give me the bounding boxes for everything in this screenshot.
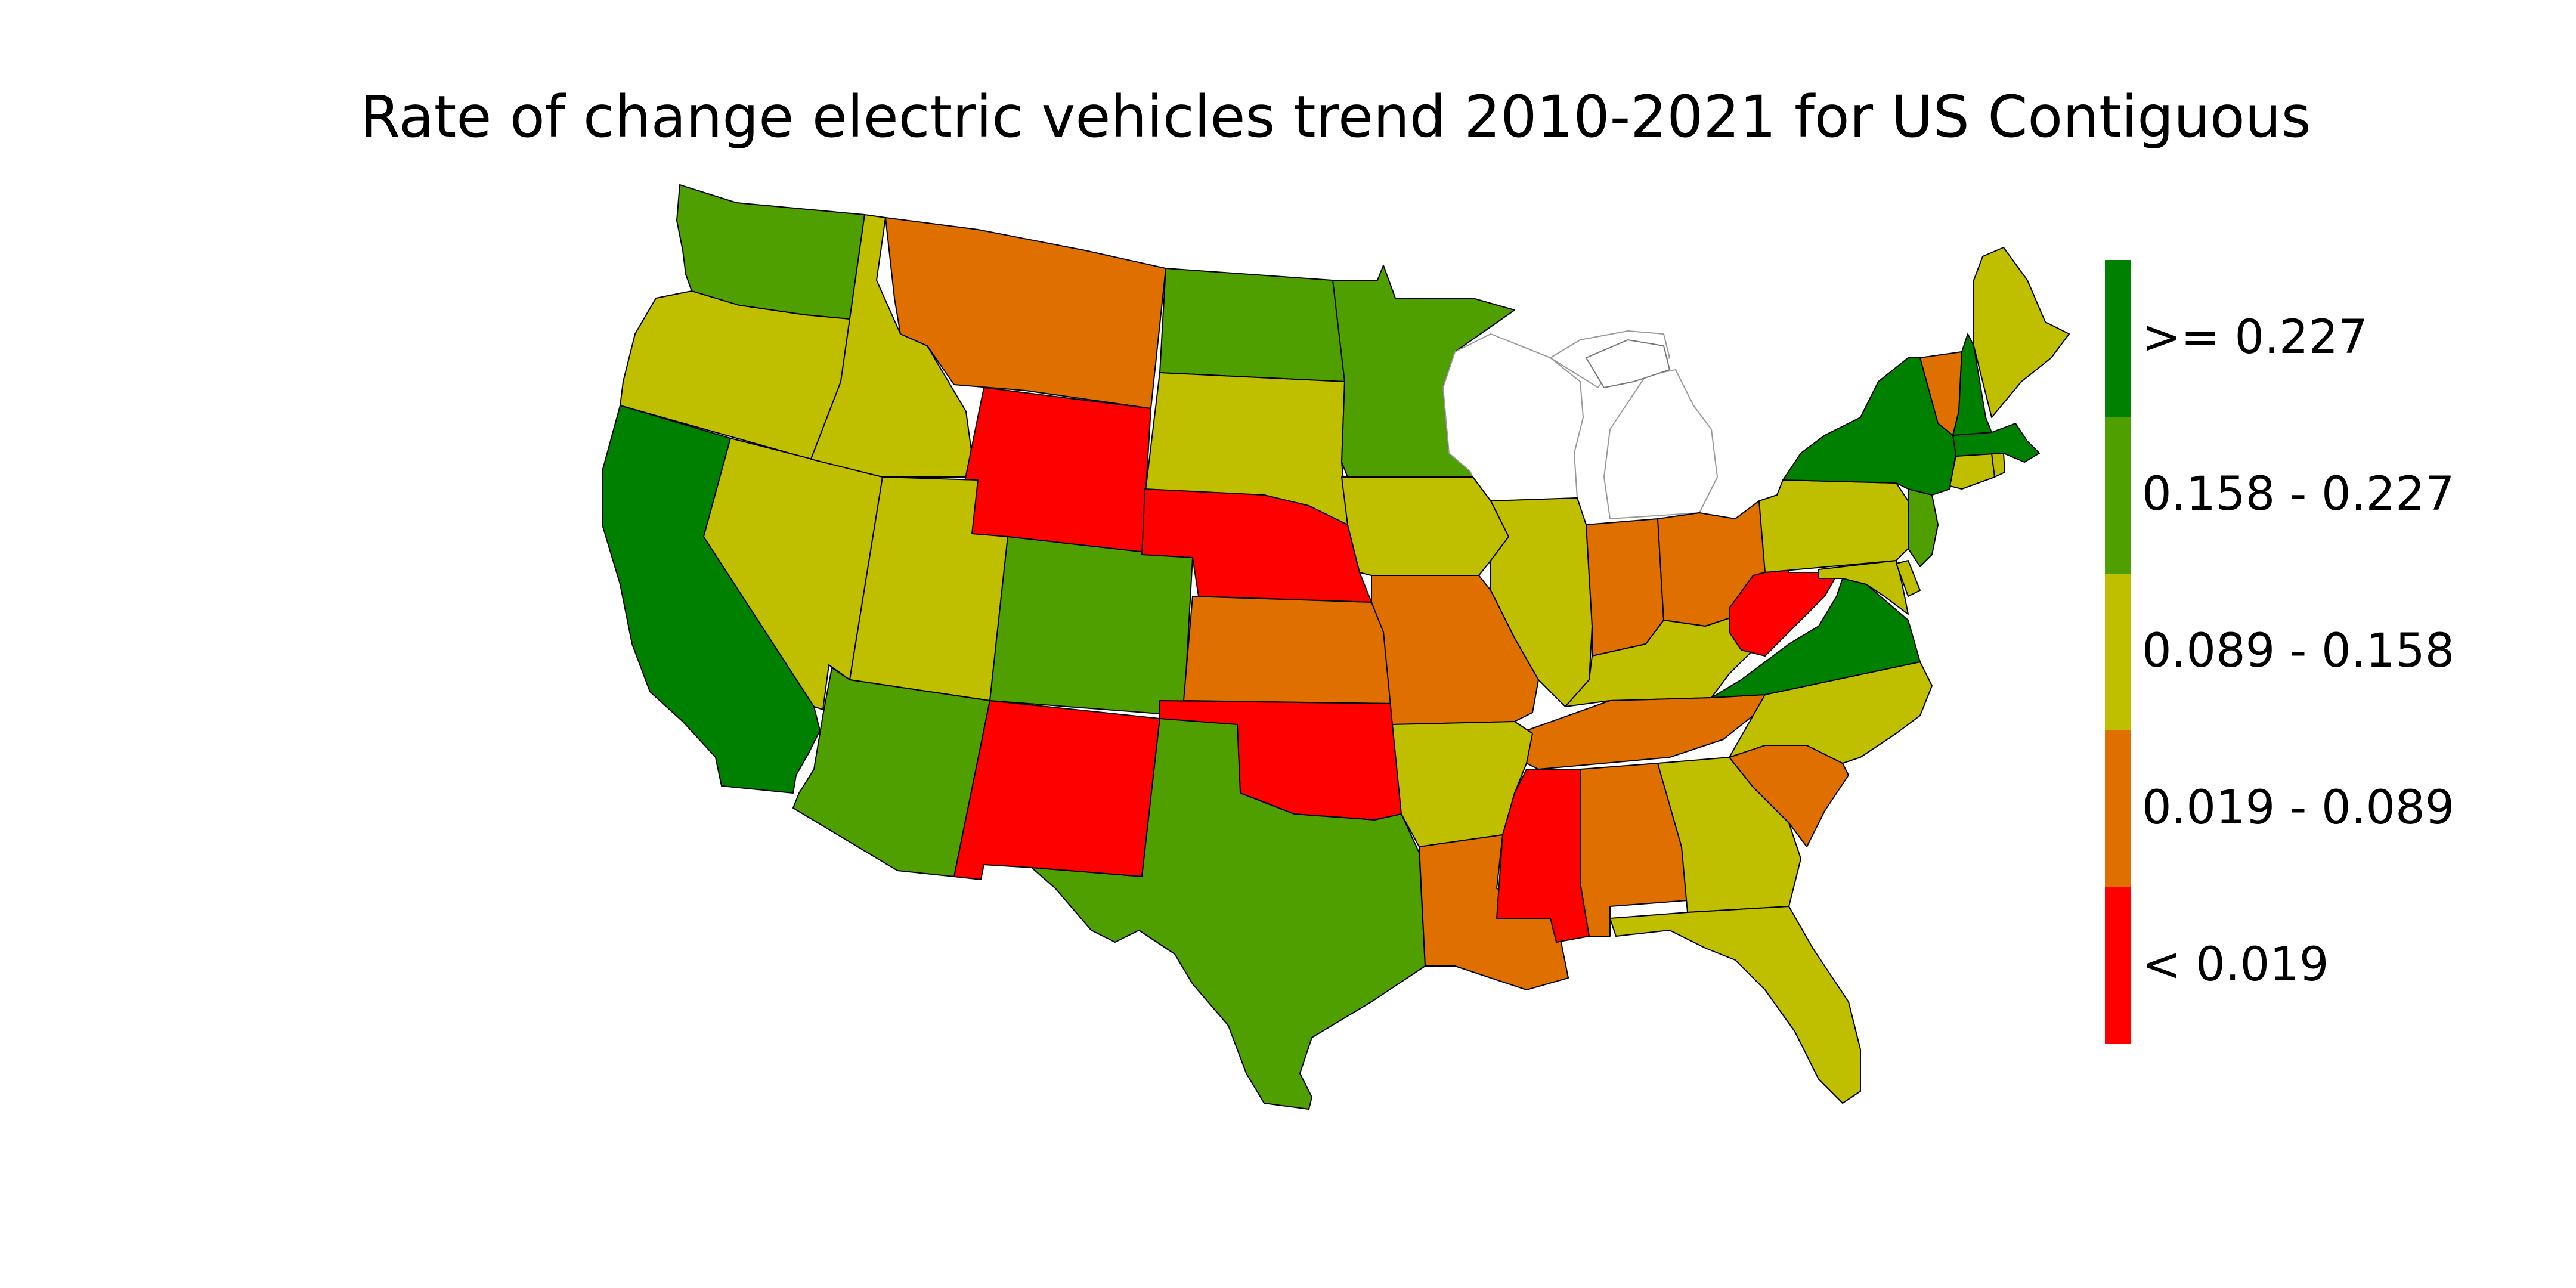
state-louisiana: [1419, 834, 1569, 990]
state-connecticut: [1949, 453, 1995, 490]
state-new-hampshire: [1952, 333, 1992, 436]
color-legend: >= 0.227 0.158 - 0.227 0.089 - 0.158 0.019 …: [2105, 260, 2576, 1044]
state-kansas: [1183, 596, 1393, 704]
state-new-jersey: [1908, 488, 1939, 567]
state-colorado: [989, 536, 1193, 716]
legend-label-4: < 0.019: [2142, 937, 2329, 992]
map-title: Rate of change electric vehicles trend 2…: [360, 83, 2311, 150]
state-north-carolina: [1729, 661, 1933, 764]
state-texas: [1031, 718, 1426, 1110]
state-florida: [1609, 906, 1861, 1104]
legend-swatch-0: [2105, 260, 2131, 417]
state-north-dakota: [1159, 268, 1345, 382]
state-virginia: [1711, 578, 1921, 698]
state-nebraska: [1141, 488, 1372, 603]
state-idaho: [810, 214, 976, 478]
legend-label-1: 0.158 - 0.227: [2142, 467, 2455, 522]
legend-swatch-4: [2105, 887, 2131, 1044]
state-iowa: [1341, 476, 1509, 576]
state-massachusetts: [1952, 423, 2040, 463]
legend-swatch-2: [2105, 573, 2131, 730]
legend-swatch-3: [2105, 730, 2131, 887]
legend-swatch-1: [2105, 416, 2131, 574]
state-wyoming: [953, 387, 1151, 555]
state-montana: [885, 217, 1166, 409]
state-illinois: [1490, 497, 1593, 707]
state-pennsylvania: [1758, 479, 1909, 573]
legend-label-3: 0.019 - 0.089: [2142, 781, 2455, 835]
legend-label-0: >= 0.227: [2142, 311, 2368, 365]
state-maine: [1973, 247, 2070, 418]
state-rhode-island: [1991, 453, 2005, 478]
state-delaware: [1896, 560, 1921, 597]
legend-label-2: 0.089 - 0.158: [2142, 624, 2455, 678]
state-missouri: [1371, 575, 1539, 725]
state-new-mexico: [953, 700, 1160, 880]
great-lakes: [1585, 339, 1671, 389]
state-tennessee: [1526, 694, 1766, 770]
